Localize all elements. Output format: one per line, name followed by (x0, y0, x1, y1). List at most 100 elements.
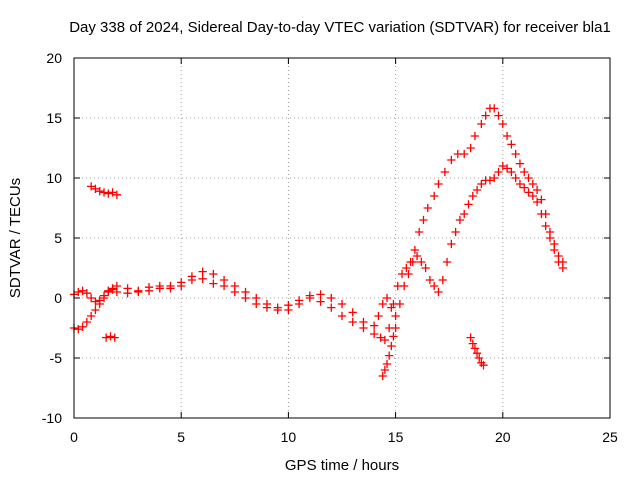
data-point (166, 284, 175, 293)
data-points (69, 104, 567, 381)
data-point (490, 104, 499, 113)
data-point (425, 275, 435, 285)
y-tick-label: 0 (54, 290, 62, 306)
data-point (87, 182, 96, 191)
data-point (359, 317, 368, 327)
data-point (550, 245, 559, 255)
data-point (95, 296, 104, 305)
data-point (417, 257, 426, 267)
data-point (209, 279, 218, 288)
data-point (524, 188, 533, 197)
data-point (316, 297, 325, 306)
data-point (494, 111, 503, 120)
data-point (442, 257, 452, 267)
data-point (327, 293, 336, 303)
data-point (348, 308, 357, 317)
data-point (466, 143, 475, 153)
data-point (470, 131, 480, 141)
data-point (387, 341, 396, 351)
data-point (494, 167, 503, 177)
y-tick-label: 5 (54, 230, 62, 246)
data-point (95, 187, 104, 196)
x-tick-labels: 0 5 10 15 20 25 (70, 429, 618, 445)
data-point (466, 333, 475, 342)
data-point (134, 286, 143, 295)
data-point (378, 299, 387, 309)
data-point (532, 197, 542, 207)
data-point (391, 323, 400, 333)
data-point (219, 281, 229, 291)
data-point (391, 311, 400, 321)
data-point (404, 269, 413, 279)
data-point (475, 353, 484, 363)
data-point (230, 287, 239, 297)
data-point (82, 289, 92, 298)
data-point (82, 317, 92, 327)
data-point (402, 263, 411, 273)
x-tick-label: 25 (602, 429, 618, 445)
data-point (464, 200, 473, 209)
data-point (108, 188, 117, 197)
data-point (507, 140, 516, 149)
data-point (99, 188, 109, 197)
data-point (468, 339, 477, 348)
data-point (520, 183, 529, 192)
data-point (502, 131, 512, 141)
data-point (528, 191, 537, 201)
data-point (421, 263, 430, 273)
data-point (554, 257, 563, 267)
data-point (412, 251, 422, 261)
data-point (415, 227, 424, 237)
data-point (490, 173, 499, 183)
data-point (387, 303, 396, 312)
data-point (108, 285, 117, 294)
data-point (419, 215, 428, 225)
y-tick-label: 20 (46, 50, 62, 66)
data-point (87, 311, 96, 321)
data-point (447, 155, 456, 165)
data-point (537, 209, 546, 219)
series-fragment-early (87, 182, 122, 199)
data-point (78, 322, 87, 331)
data-point (434, 287, 443, 297)
data-point (470, 344, 480, 353)
data-point (481, 111, 490, 120)
data-point (400, 281, 409, 291)
data-point (410, 245, 420, 255)
data-point (187, 275, 197, 285)
data-point (382, 359, 392, 369)
data-point (74, 287, 83, 297)
x-tick-label: 15 (388, 429, 404, 445)
data-point (498, 161, 507, 171)
data-point (337, 311, 347, 321)
data-point (106, 332, 115, 341)
data-point (337, 299, 347, 309)
data-point (479, 361, 488, 370)
x-tick-label: 5 (177, 429, 185, 445)
data-point (155, 281, 164, 291)
data-point (447, 239, 456, 249)
series-fragment-dip (378, 323, 400, 381)
data-point (104, 286, 113, 295)
data-point (382, 293, 392, 303)
data-point (177, 281, 186, 291)
data-point (284, 301, 293, 310)
data-point (468, 191, 477, 201)
data-point (198, 267, 207, 276)
data-point (498, 119, 507, 129)
data-point (294, 296, 304, 305)
data-point (511, 149, 520, 159)
data-point (91, 297, 100, 306)
data-point (460, 209, 469, 219)
data-point (110, 333, 119, 342)
data-point (434, 179, 443, 189)
data-point (537, 195, 546, 204)
y-tick-label: -10 (42, 410, 62, 426)
data-point (507, 167, 516, 177)
data-point (385, 351, 394, 360)
data-point (327, 303, 336, 312)
data-point (376, 333, 385, 342)
data-point (532, 185, 542, 195)
data-point (528, 179, 537, 189)
